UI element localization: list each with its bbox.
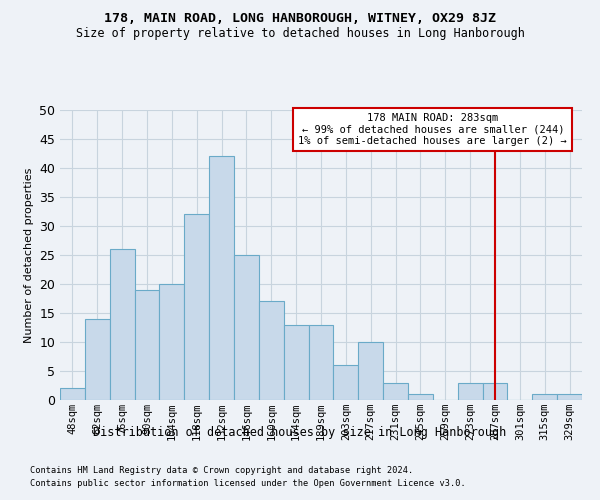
Bar	[557, 394, 582, 400]
Bar	[334, 365, 358, 400]
Bar	[85, 319, 110, 400]
Bar	[482, 382, 508, 400]
Text: 178 MAIN ROAD: 283sqm
← 99% of detached houses are smaller (244)
1% of semi-deta: 178 MAIN ROAD: 283sqm ← 99% of detached …	[298, 113, 567, 146]
Text: Distribution of detached houses by size in Long Hanborough: Distribution of detached houses by size …	[94, 426, 506, 439]
Bar	[184, 214, 209, 400]
Text: 178, MAIN ROAD, LONG HANBOROUGH, WITNEY, OX29 8JZ: 178, MAIN ROAD, LONG HANBOROUGH, WITNEY,…	[104, 12, 496, 26]
Bar	[358, 342, 383, 400]
Bar	[134, 290, 160, 400]
Bar	[532, 394, 557, 400]
Bar	[234, 255, 259, 400]
Text: Contains HM Land Registry data © Crown copyright and database right 2024.: Contains HM Land Registry data © Crown c…	[30, 466, 413, 475]
Text: Contains public sector information licensed under the Open Government Licence v3: Contains public sector information licen…	[30, 478, 466, 488]
Bar	[160, 284, 184, 400]
Bar	[259, 302, 284, 400]
Y-axis label: Number of detached properties: Number of detached properties	[23, 168, 34, 342]
Bar	[458, 382, 482, 400]
Bar	[408, 394, 433, 400]
Bar	[60, 388, 85, 400]
Bar	[308, 324, 334, 400]
Text: Size of property relative to detached houses in Long Hanborough: Size of property relative to detached ho…	[76, 28, 524, 40]
Bar	[209, 156, 234, 400]
Bar	[383, 382, 408, 400]
Bar	[110, 249, 134, 400]
Bar	[284, 324, 308, 400]
